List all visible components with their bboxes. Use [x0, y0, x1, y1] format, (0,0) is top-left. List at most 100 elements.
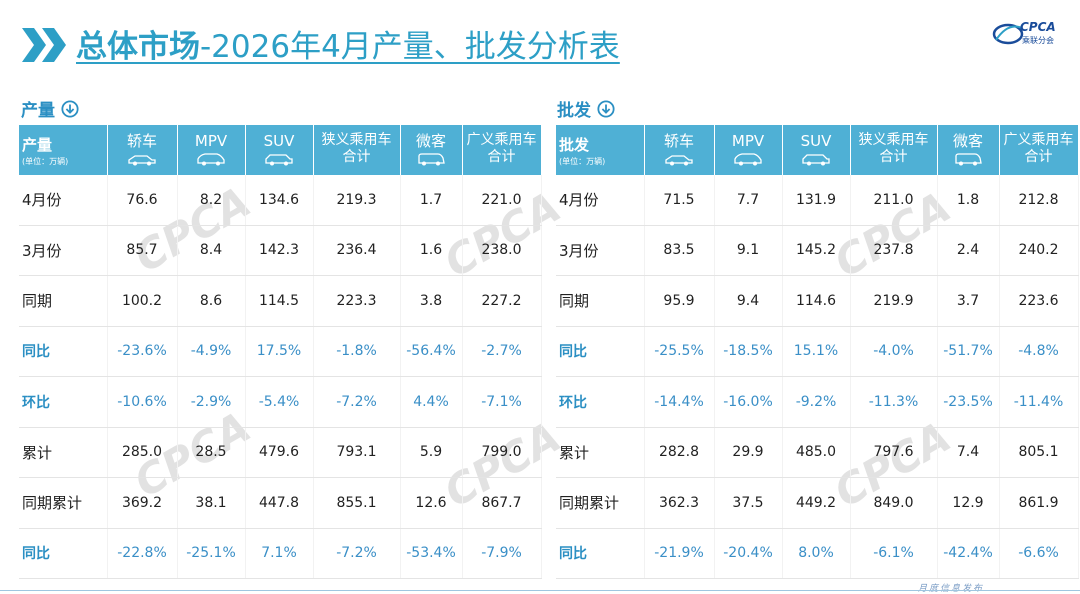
table-cell: 83.5 — [644, 225, 715, 276]
row-label: 4月份 — [19, 175, 108, 226]
row-label: 同期 — [19, 275, 108, 327]
table-cell: -11.4% — [999, 376, 1079, 428]
row-label: 同比 — [19, 528, 108, 579]
table-cell: 76.6 — [107, 175, 178, 226]
corner-header: 产量 (单位：万辆) — [19, 125, 108, 175]
column-header: 微客 — [937, 125, 1000, 175]
arrow-down-circle-icon — [597, 99, 615, 118]
table-cell: -1.8% — [313, 326, 401, 377]
table-cell: -21.9% — [644, 528, 715, 579]
column-header-label: MPV — [731, 132, 765, 150]
column-header-label: 轿车 — [126, 132, 157, 150]
table-cell: 17.5% — [245, 326, 314, 377]
row-label: 同期累计 — [19, 477, 108, 529]
table-cell: -14.4% — [644, 376, 715, 428]
row-label: 同比 — [556, 326, 645, 377]
table-cell: -4.0% — [850, 326, 938, 377]
table-cell: 223.3 — [313, 275, 401, 327]
table-cell: 1.7 — [400, 175, 463, 226]
wholesale-section-label: 批发 — [557, 96, 615, 121]
column-header-label: 轿车 — [663, 132, 694, 150]
table-cell: 369.2 — [107, 477, 178, 529]
table-cell: -4.9% — [177, 326, 246, 377]
table-cell: 849.0 — [850, 477, 938, 529]
column-header-label: MPV — [194, 132, 228, 150]
row-label: 3月份 — [556, 225, 645, 276]
row-label: 环比 — [556, 376, 645, 428]
table-cell: 114.6 — [782, 275, 851, 327]
table-cell: -25.5% — [644, 326, 715, 377]
table-cell: 362.3 — [644, 477, 715, 529]
table-cell: -42.4% — [937, 528, 1000, 579]
table-cell: 227.2 — [462, 275, 542, 327]
title-rest: -2026年4月产量、批发分析表 — [200, 29, 620, 65]
corner-name: 产量 — [22, 136, 53, 154]
row-label: 4月份 — [556, 175, 645, 226]
table-cell: 2.4 — [937, 225, 1000, 276]
wholesale-label-text: 批发 — [557, 101, 591, 121]
table-cell: -7.9% — [462, 528, 542, 579]
column-header-label: 微客 — [415, 132, 446, 150]
table-row: 环比 -10.6% -2.9% -5.4% -7.2% 4.4% -7.1% — [19, 376, 542, 428]
table-cell: 5.9 — [400, 427, 463, 478]
table-cell: 134.6 — [245, 175, 314, 226]
table-cell: 8.6 — [177, 275, 246, 327]
row-label: 环比 — [19, 376, 108, 428]
table-cell: -23.6% — [107, 326, 178, 377]
table-cell: 237.8 — [850, 225, 938, 276]
table-cell: 131.9 — [782, 175, 851, 226]
table-cell: 15.1% — [782, 326, 851, 377]
column-header-label: SUV — [800, 132, 832, 150]
table-cell: -20.4% — [714, 528, 783, 579]
column-header: 狭义乘用车 合计 — [850, 125, 938, 175]
table-cell: 145.2 — [782, 225, 851, 276]
column-header: SUV — [782, 125, 851, 175]
table-cell: 95.9 — [644, 275, 715, 327]
column-header: MPV — [177, 125, 246, 175]
production-label-text: 产量 — [21, 101, 55, 121]
table-cell: -6.1% — [850, 528, 938, 579]
mpv-icon — [197, 153, 225, 166]
column-header: 轿车 — [107, 125, 178, 175]
table-cell: 9.1 — [714, 225, 783, 276]
page-header: 总体市场-2026年4月产量、批发分析表 CPCA 乘联分会 — [0, 0, 1080, 92]
table-cell: 805.1 — [999, 427, 1079, 478]
corner-header: 批发 (单位：万辆) — [556, 125, 645, 175]
table-cell: 238.0 — [462, 225, 542, 276]
table-cell: -11.3% — [850, 376, 938, 428]
table-cell: 236.4 — [313, 225, 401, 276]
logo-text: CPCA — [1020, 20, 1056, 34]
column-header-label: 微客 — [952, 132, 983, 150]
table-cell: -7.2% — [313, 528, 401, 579]
column-header: 微客 — [400, 125, 463, 175]
table-cell: 85.7 — [107, 225, 178, 276]
column-header: 轿车 — [644, 125, 715, 175]
row-label: 累计 — [19, 427, 108, 478]
logo-swoosh-icon — [992, 23, 1024, 45]
table-cell: 28.5 — [177, 427, 246, 478]
row-label: 同期累计 — [556, 477, 645, 529]
table-cell: -2.7% — [462, 326, 542, 377]
row-label: 同期 — [556, 275, 645, 327]
column-header-label: 狭义乘用车 合计 — [321, 132, 392, 165]
table-cell: -53.4% — [400, 528, 463, 579]
table-row: 3月份 85.7 8.4 142.3 236.4 1.6 238.0 — [19, 225, 542, 276]
table-cell: 219.3 — [313, 175, 401, 226]
table-cell: -10.6% — [107, 376, 178, 428]
table-cell: 211.0 — [850, 175, 938, 226]
table-cell: 485.0 — [782, 427, 851, 478]
table-cell: 7.1% — [245, 528, 314, 579]
table-cell: 142.3 — [245, 225, 314, 276]
production-table: 产量 (单位：万辆) 轿车 MPV SUV 狭义乘用车 合计 微客 广义乘用车 合计 4月份 76.6… — [19, 125, 542, 579]
table-cell: 38.1 — [177, 477, 246, 529]
logo-subtext: 乘联分会 — [1022, 36, 1054, 45]
table-row: 4月份 71.5 7.7 131.9 211.0 1.8 212.8 — [556, 175, 1079, 226]
table-cell: 799.0 — [462, 427, 542, 478]
table-cell: -16.0% — [714, 376, 783, 428]
mpv-icon — [734, 153, 762, 166]
footer-divider — [0, 590, 1080, 591]
table-cell: 100.2 — [107, 275, 178, 327]
table-cell: -51.7% — [937, 326, 1000, 377]
table-cell: 114.5 — [245, 275, 314, 327]
production-section-label: 产量 — [21, 96, 79, 121]
